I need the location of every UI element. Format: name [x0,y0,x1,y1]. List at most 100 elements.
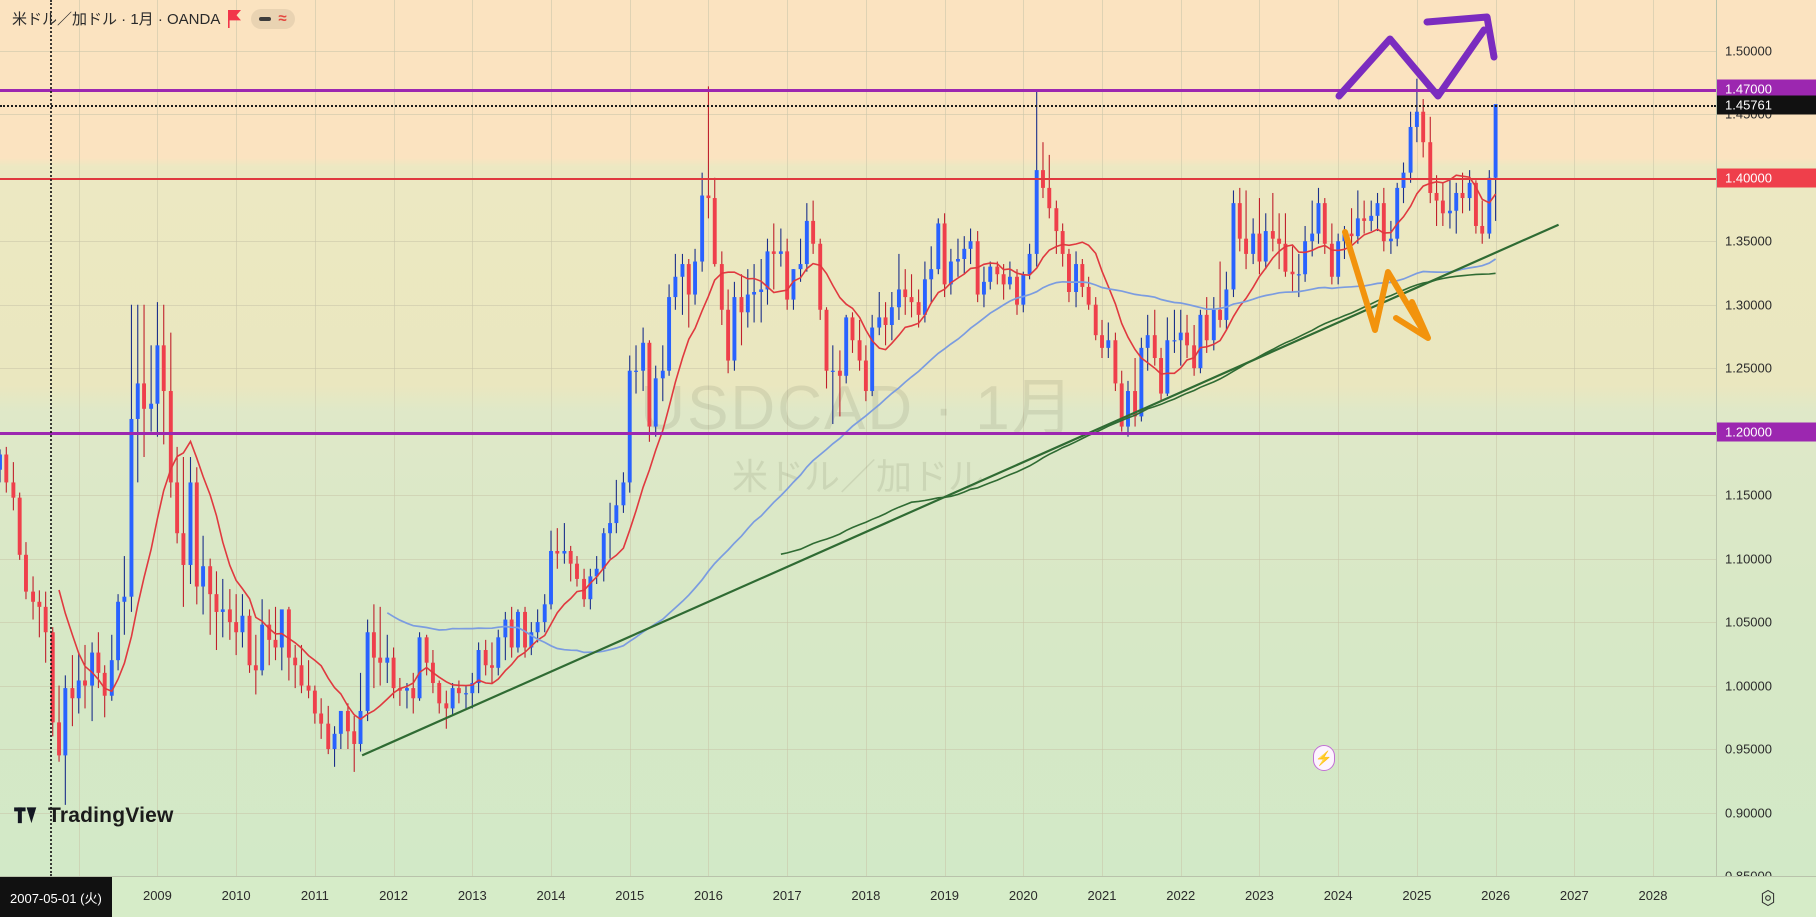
candle-body [1119,383,1124,427]
candle-body [804,220,809,265]
candle-body [456,688,461,694]
candle-body [588,576,593,600]
price-label-level-1-40[interactable]: 1.40000 [1717,168,1816,188]
time-scale[interactable]: 2008200920102011201220132014201520162017… [0,876,1816,917]
candle-body [1211,309,1216,341]
time-axis-tick: 2022 [1166,888,1196,903]
candle-body [850,317,855,341]
price-scale[interactable]: 1.500001.450001.400001.350001.300001.250… [1716,0,1816,876]
candle-body [1421,111,1426,143]
price-axis-tick: 1.25000 [1725,360,1772,376]
chart-style-controls[interactable]: ≈ [251,8,295,29]
grid-line-vertical [1023,0,1025,876]
candle-body [208,566,213,595]
candle-body [673,276,678,298]
candle-body [1329,243,1334,277]
symbol-title-text[interactable]: 米ドル／加ドル · 1月 · OANDA [12,11,221,28]
time-axis-tick: 2015 [615,888,645,903]
price-label-last-price-1-45761[interactable]: 1.45761 [1717,95,1816,115]
candle-body [614,505,619,524]
price-line-resistance-1-47[interactable] [0,88,1716,92]
candle-body [1290,271,1295,275]
candle-body [824,309,829,371]
drawing-annotations[interactable] [0,0,1816,876]
price-line-support-1-20[interactable] [0,431,1716,435]
candle-body [948,261,953,285]
indicator-icon[interactable]: ≈ [278,10,287,27]
candle-body [542,604,547,623]
candle-body [1159,358,1164,394]
candle-body [0,454,2,470]
candle-body [260,624,265,671]
grid-line-vertical [472,0,474,876]
candle-body [1362,218,1367,221]
candle-body [240,615,245,633]
candle-body [568,550,573,564]
chart-pane[interactable]: USDCAD · 1月 米ドル／加ドル [0,0,1816,876]
grid-line-horizontal [0,685,1716,687]
candle-body [371,632,376,658]
candle-body [903,289,908,298]
candle-body [17,497,22,555]
grid-line-horizontal [0,812,1716,814]
candle-body [1074,264,1078,292]
candle-body [1001,274,1006,285]
price-series-overlay [0,78,1560,805]
price-line-level-1-40[interactable] [0,177,1716,180]
price-label-support-1-20[interactable]: 1.20000 [1717,422,1816,442]
candle-body [1106,340,1111,348]
candle-body [1218,309,1223,320]
candle-body [332,733,337,750]
chart-watermark: USDCAD · 1月 米ドル／加ドル [640,376,1073,497]
candle-body [981,281,986,295]
candle-body [582,578,587,600]
price-line-last-price-1-45761[interactable] [0,104,1716,107]
candle-body [529,632,534,648]
candle-body [326,723,331,750]
candle-body [4,454,9,483]
candle-body [1139,347,1144,417]
grid-line-vertical [78,0,80,876]
lightning-bolt-icon[interactable]: ⚡ [1313,745,1335,771]
candle-body [877,317,882,328]
candle-body [1283,243,1288,272]
candle-body [837,370,842,376]
candle-body [31,591,36,602]
time-axis-tick: 2020 [1008,888,1038,903]
scale-settings-icon[interactable] [1758,888,1778,908]
candle-body [490,665,494,668]
candle-body [319,713,324,724]
symbol-title-bar[interactable]: 米ドル／加ドル · 1月 · OANDA ≈ [12,8,295,29]
candle-body [1054,208,1059,232]
candle-body [936,223,941,270]
grid-line-vertical [157,0,159,876]
price-axis-tick: 0.85000 [1725,868,1772,877]
candle-body [594,568,599,577]
candle-body [641,342,646,371]
time-axis-tick: 2013 [457,888,487,903]
candle-body [962,248,967,259]
bearish-zigzag-arrow[interactable] [1342,229,1431,341]
candle-body [1093,304,1098,336]
candle-body [37,601,42,607]
candle-body [647,342,652,427]
candle-body [1133,391,1138,417]
candle-body [1381,203,1386,242]
candle-body [1487,177,1492,234]
candle-body [870,327,875,392]
candle-body [352,731,357,744]
candle-body [70,688,75,699]
candle-body [293,657,298,666]
candle-body [227,609,232,623]
candle-body [338,710,343,734]
candle-body [397,688,402,691]
price-label-resistance-1-47[interactable]: 1.47000 [1717,79,1816,99]
candle-body [1395,187,1400,239]
candle-body [745,294,750,313]
candle-body [562,550,567,554]
watermark-description: 米ドル／加ドル [731,455,984,497]
candle-body [509,619,514,648]
candle-body [181,533,186,565]
candle-body [175,482,180,534]
candle-style-icon[interactable] [259,16,272,21]
